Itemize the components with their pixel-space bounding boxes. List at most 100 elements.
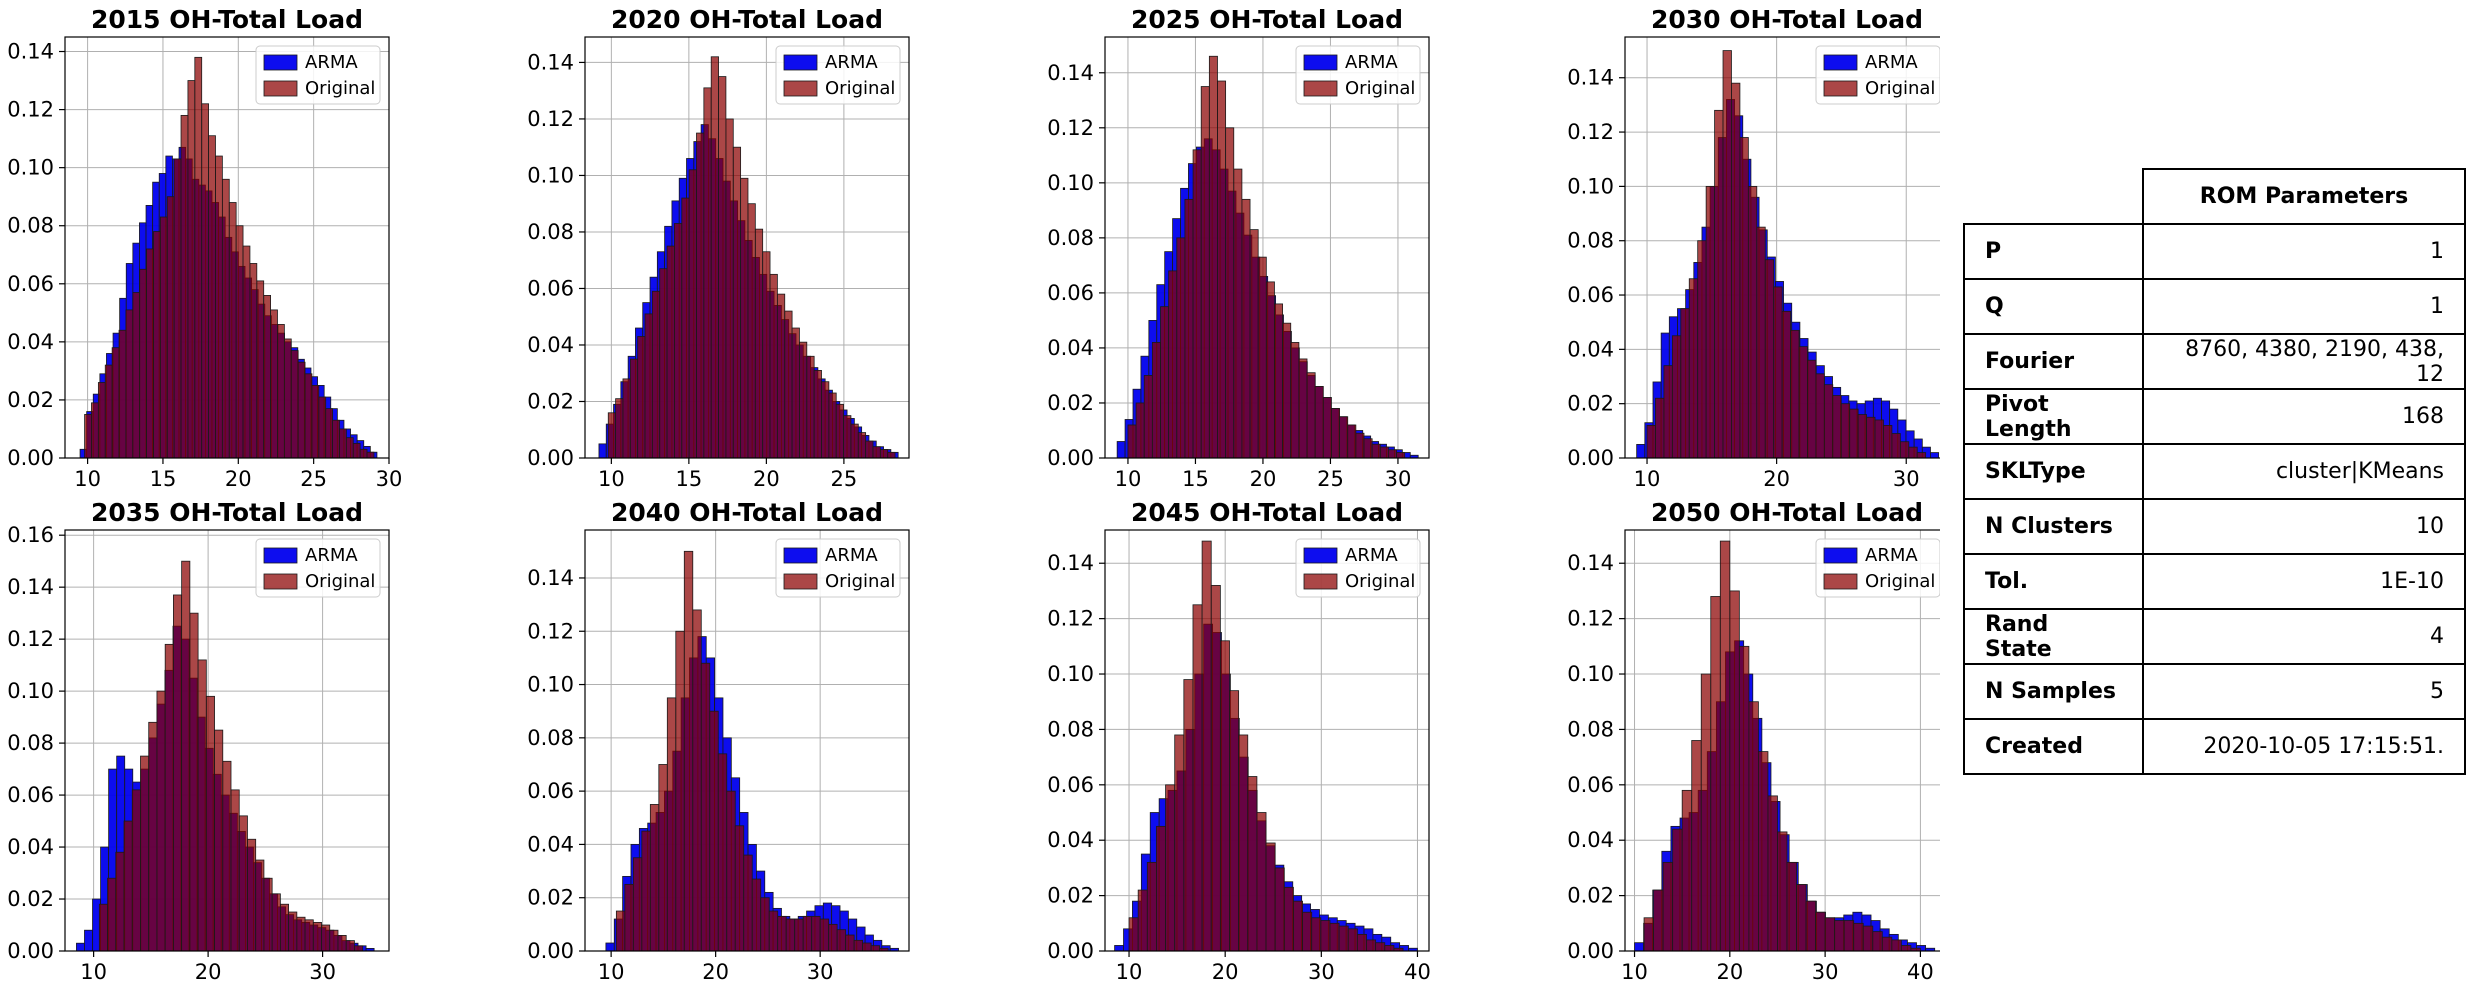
bar-original (802, 915, 813, 951)
bar-original (751, 878, 762, 951)
bar-original (1371, 443, 1381, 458)
table-row: Created 2020-10-05 17:15:51. (1963, 718, 2466, 775)
y-tick-label: 0.12 (7, 627, 54, 651)
x-tick-label: 20 (1763, 467, 1790, 491)
bar-original (304, 373, 313, 458)
bar-original (1314, 386, 1324, 458)
x-tick-label: 10 (598, 467, 625, 491)
bar-original (768, 910, 779, 951)
legend-label: ARMA (1345, 52, 1398, 73)
x-tick-label: 20 (1716, 960, 1743, 984)
x-tick-label: 10 (80, 960, 107, 984)
bar-original (637, 336, 646, 458)
bar-original (1128, 917, 1139, 951)
subplot-title: 2020 OH-Total Load (611, 5, 883, 34)
legend-swatch (1303, 80, 1338, 97)
bar-original (345, 940, 355, 951)
bar-original (769, 273, 778, 458)
table-row: Pivot Length 168 (1963, 388, 2466, 445)
bar-original (1338, 925, 1349, 951)
x-tick-label: 30 (1893, 467, 1920, 491)
bar-original (173, 594, 183, 951)
bar-original (132, 292, 141, 458)
bars (1636, 50, 1940, 458)
bar-original (1293, 900, 1303, 951)
bar-original (297, 361, 306, 458)
bar-original (1857, 414, 1867, 458)
bar-original (1777, 831, 1788, 951)
legend-swatch (1303, 573, 1338, 590)
param-key: P (1963, 223, 2144, 280)
bar-original (238, 815, 248, 951)
bar-arma (84, 929, 93, 951)
bar-original (776, 293, 786, 458)
bar-original (1282, 322, 1292, 458)
y-tick-label: 0.02 (7, 388, 54, 412)
bar-original (173, 158, 182, 458)
bar-original (1790, 329, 1800, 458)
y-tick-label: 0.02 (527, 389, 574, 413)
x-tick-label: 10 (1621, 960, 1648, 984)
bar-original (1781, 310, 1791, 458)
legend: ARMA Original (775, 45, 901, 105)
bar-original (255, 859, 265, 951)
param-key: Q (1963, 278, 2144, 335)
x-tick-label: 30 (376, 467, 403, 491)
bar-original (1758, 751, 1769, 951)
legend-label: Original (1865, 571, 1935, 592)
y-tick-label: 0.04 (1567, 337, 1614, 361)
subplot-3: 10 15 20 25 30 0.00 0.02 0.04 0.06 0.08 0.10 0.12 0.… (1047, 5, 1430, 491)
bar-original (845, 934, 855, 951)
bar-original (1347, 424, 1357, 458)
legend: ARMA Original (1815, 538, 1940, 598)
bars (598, 56, 899, 458)
param-value: 1E-10 (2142, 553, 2466, 610)
bar-original (1714, 109, 1724, 458)
table-row: Tol. 1E-10 (1963, 553, 2466, 610)
x-tick-label: 10 (1115, 467, 1142, 491)
legend-swatch (1823, 80, 1858, 97)
bar-original (339, 428, 347, 458)
bar-original (187, 80, 196, 458)
bar-original (1165, 784, 1176, 951)
bar-original (1722, 50, 1732, 458)
bar-original (743, 854, 753, 951)
bar-original (1883, 425, 1893, 458)
bar-original (201, 103, 209, 458)
bar-original (311, 385, 320, 458)
x-tick-label: 20 (225, 467, 252, 491)
bar-original (1339, 416, 1349, 458)
y-tick-label: 0.08 (1567, 717, 1614, 741)
y-tick-label: 0.14 (1047, 551, 1094, 575)
bar-original (836, 929, 847, 951)
bar-original (148, 721, 158, 951)
bar-original (125, 309, 134, 458)
bar-original (1274, 303, 1284, 458)
bar-original (674, 223, 683, 458)
bar-original (146, 248, 154, 458)
bar-original (629, 358, 639, 458)
bar-original (1881, 936, 1893, 951)
legend-swatch (1823, 54, 1858, 71)
subplot-8: 10 20 30 40 0.00 0.02 0.04 0.06 0.08 0.10 0.12 0.14… (1567, 498, 1940, 984)
table-row: Rand State 4 (1963, 608, 2466, 665)
bar-arma (1116, 441, 1126, 458)
y-tick-label: 0.04 (1567, 828, 1614, 852)
bar-arma (365, 948, 375, 951)
param-key: SKLType (1963, 443, 2144, 500)
bar-original (321, 924, 331, 951)
x-tick-label: 20 (1250, 467, 1277, 491)
bar-original (230, 789, 240, 951)
bar-original (853, 939, 864, 951)
y-tick-label: 0.00 (1047, 446, 1094, 470)
bar-original (1663, 365, 1673, 458)
bar-original (1265, 842, 1276, 951)
y-tick-label: 0.14 (1567, 66, 1614, 90)
bar-original (91, 402, 99, 458)
y-tick-label: 0.04 (527, 832, 574, 856)
bar-original (1183, 679, 1194, 951)
bar-original (332, 419, 340, 458)
bar-original (1853, 922, 1864, 951)
x-tick-label: 10 (74, 467, 101, 491)
legend-swatch (263, 54, 298, 71)
